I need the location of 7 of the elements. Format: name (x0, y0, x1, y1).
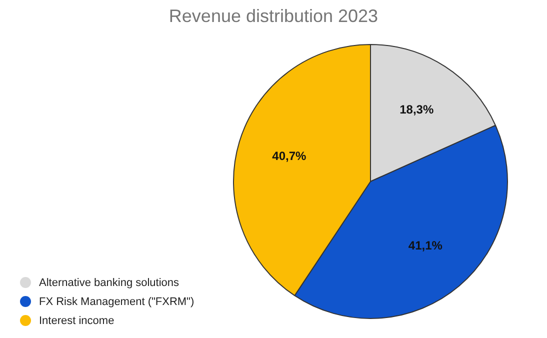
legend-label: FX Risk Management ("FXRM") (39, 296, 194, 308)
chart-title: Revenue distribution 2023 (168, 6, 380, 27)
legend-label: Interest income (39, 314, 114, 326)
legend-label: Alternative banking solutions (39, 276, 180, 288)
data-label: 18,3% (400, 102, 434, 116)
data-label: 41,1% (408, 238, 443, 253)
data-label: 40,7% (272, 149, 307, 164)
